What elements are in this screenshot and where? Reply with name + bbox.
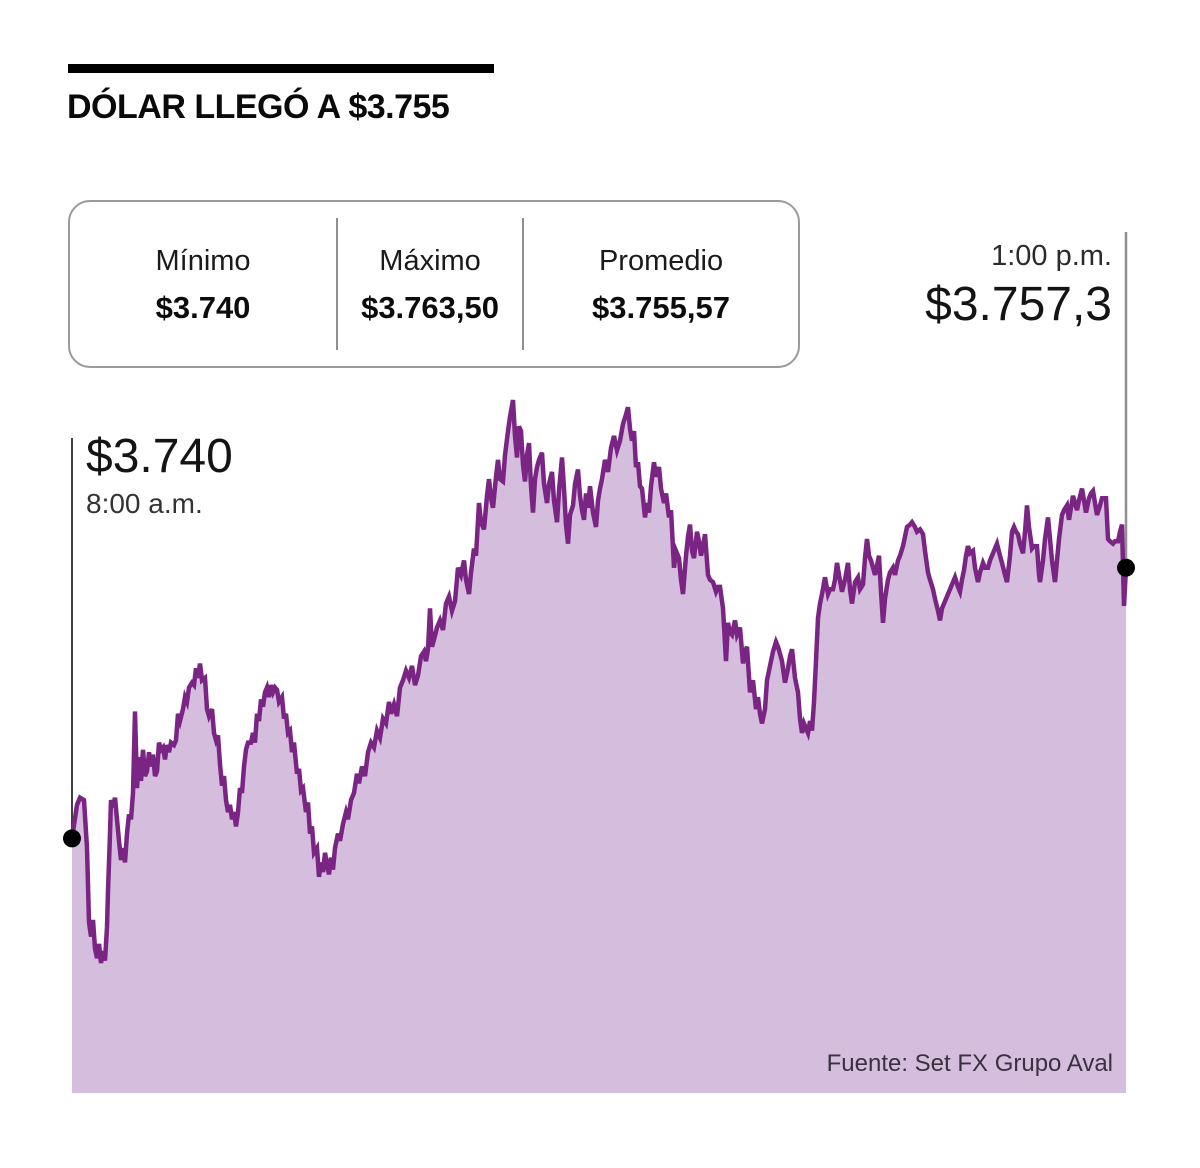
stat-maximum-value: $3.763,50: [361, 289, 499, 325]
stat-maximum: Máximo $3.763,50: [338, 202, 522, 366]
price-line: [69, 399, 1129, 964]
end-price: $3.757,3: [925, 278, 1112, 331]
stat-average-label: Promedio: [598, 244, 724, 277]
stat-maximum-label: Máximo: [379, 244, 481, 277]
end-annotation: 1:00 p.m. $3.757,3: [925, 240, 1112, 329]
stat-minimum-value: $3.740: [155, 289, 251, 325]
stats-panel: Mínimo $3.740 Máximo $3.763,50 Promedio …: [68, 200, 800, 368]
page-title: DÓLAR LLEGÓ A $3.755: [67, 88, 450, 126]
stat-divider: [336, 218, 339, 350]
start-annotation: $3.740 8:00 a.m.: [86, 430, 233, 520]
start-price: $3.740: [86, 430, 233, 483]
stat-divider: [522, 218, 525, 350]
start-dot: [63, 829, 81, 848]
stat-average: Promedio $3.755,57: [524, 202, 798, 366]
start-time: 8:00 a.m.: [86, 488, 203, 520]
price-area: [72, 400, 1126, 1093]
stat-minimum: Mínimo $3.740: [70, 202, 336, 366]
stat-average-value: $3.755,57: [592, 289, 730, 325]
end-dot: [1117, 558, 1135, 577]
stat-minimum-label: Mínimo: [155, 244, 251, 277]
source-note: Fuente: Set FX Grupo Aval: [826, 1050, 1113, 1077]
end-time: 1:00 p.m.: [991, 240, 1112, 272]
header-rule: [68, 64, 494, 73]
